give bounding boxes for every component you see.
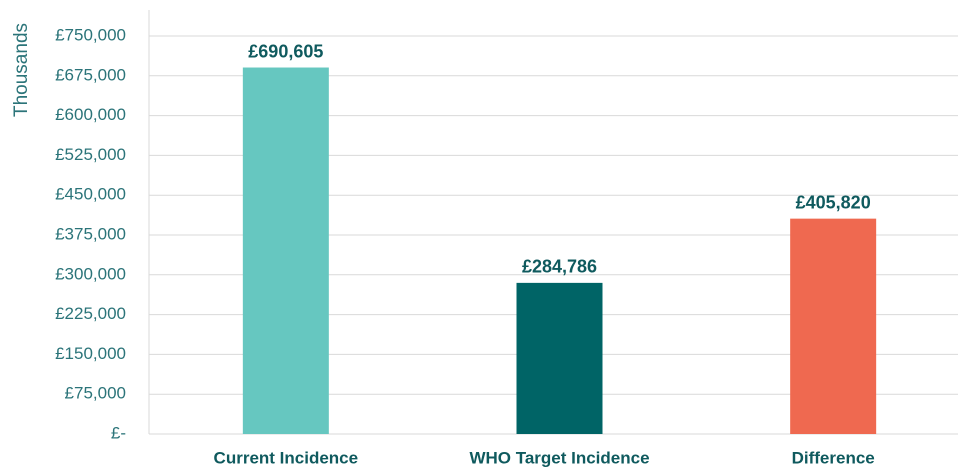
y-tick-label: £- <box>111 423 126 442</box>
y-tick-label: £450,000 <box>55 185 126 204</box>
y-axis-label: Thousands <box>11 23 32 117</box>
y-tick-label: £300,000 <box>55 264 126 283</box>
x-tick-label: Difference <box>792 448 875 467</box>
x-tick-label: WHO Target Incidence <box>469 448 649 467</box>
y-tick-label: £675,000 <box>55 65 126 84</box>
bar <box>516 282 603 434</box>
value-label: £284,786 <box>522 257 597 277</box>
y-tick-label: £75,000 <box>65 384 126 403</box>
y-tick-label: £225,000 <box>55 304 126 323</box>
x-tick-label: Current Incidence <box>214 448 359 467</box>
bar <box>242 67 329 434</box>
y-tick-label: £525,000 <box>55 145 126 164</box>
bar <box>790 218 877 434</box>
value-label: £405,820 <box>796 192 871 212</box>
y-tick-label: £375,000 <box>55 224 126 243</box>
y-tick-label: £600,000 <box>55 105 126 124</box>
y-tick-label: £750,000 <box>55 25 126 44</box>
value-label: £690,605 <box>248 41 323 61</box>
y-tick-label: £150,000 <box>55 344 126 363</box>
